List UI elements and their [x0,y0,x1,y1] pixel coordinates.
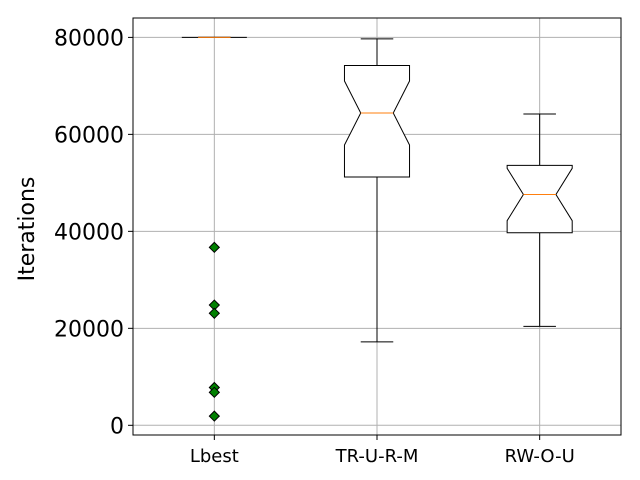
outlier-point [208,307,221,320]
box-rw-o-u [506,113,573,327]
notched-box [343,65,411,178]
notched-box [506,164,573,234]
x-tick-label: TR-U-R-M [335,446,419,467]
y-tick-label: 60000 [54,123,124,148]
y-axis: 0 20000 40000 60000 80000 [54,26,133,439]
box-lbest [181,36,247,422]
outlier-point [208,241,221,254]
x-tick-label: Lbest [190,446,239,467]
y-tick-label: 0 [110,414,124,439]
outlier-point [208,410,221,422]
box-series [181,36,573,422]
y-tick-label: 20000 [54,317,124,342]
x-axis: Lbest TR-U-R-M RW-O-U [190,435,575,467]
outlier-point [208,386,221,399]
y-tick-label: 40000 [54,220,124,245]
box-tr-u-r-m [343,38,411,343]
y-axis-label: Iterations [15,177,40,282]
x-tick-label: RW-O-U [505,446,575,467]
y-tick-label: 80000 [54,26,124,51]
